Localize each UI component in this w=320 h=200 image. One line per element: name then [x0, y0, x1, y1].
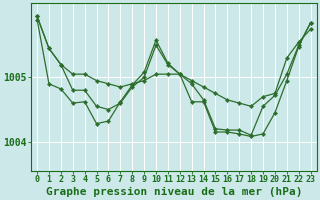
X-axis label: Graphe pression niveau de la mer (hPa): Graphe pression niveau de la mer (hPa) [45, 186, 302, 197]
